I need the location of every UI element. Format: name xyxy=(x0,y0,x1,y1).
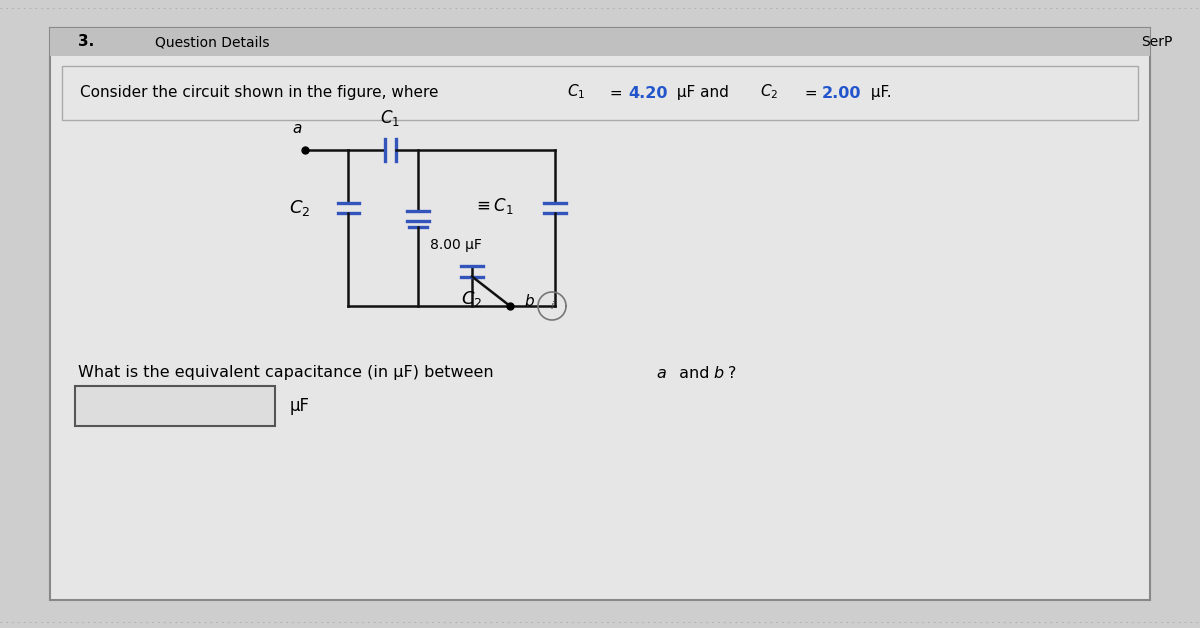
Text: What is the equivalent capacitance (in μF) between: What is the equivalent capacitance (in μ… xyxy=(78,365,499,381)
Text: 8.00 μF: 8.00 μF xyxy=(430,238,482,252)
Text: SerP: SerP xyxy=(1141,35,1172,49)
FancyBboxPatch shape xyxy=(50,28,1150,600)
Text: μF and: μF and xyxy=(672,85,733,100)
Text: 3.: 3. xyxy=(78,35,95,50)
Text: Question Details: Question Details xyxy=(155,35,270,49)
FancyBboxPatch shape xyxy=(50,28,1150,56)
Text: a: a xyxy=(656,365,666,381)
Text: =: = xyxy=(800,85,822,100)
Text: a: a xyxy=(293,121,301,136)
Text: and: and xyxy=(674,365,715,381)
Text: $C_2$: $C_2$ xyxy=(289,198,310,218)
FancyBboxPatch shape xyxy=(62,66,1138,120)
Text: i: i xyxy=(551,301,553,311)
FancyBboxPatch shape xyxy=(74,386,275,426)
Text: b: b xyxy=(713,365,724,381)
Text: 2.00: 2.00 xyxy=(822,85,862,100)
Text: b: b xyxy=(524,295,534,310)
Text: μF.: μF. xyxy=(866,85,892,100)
Text: 4.20: 4.20 xyxy=(628,85,667,100)
Text: Consider the circuit shown in the figure, where: Consider the circuit shown in the figure… xyxy=(80,85,443,100)
Text: $C_1$: $C_1$ xyxy=(568,83,586,101)
Text: $C_1$: $C_1$ xyxy=(380,108,400,128)
Text: =: = xyxy=(605,85,628,100)
Text: $C_2$: $C_2$ xyxy=(760,83,779,101)
Text: μF: μF xyxy=(290,397,310,415)
Text: ?: ? xyxy=(728,365,737,381)
Text: $C_2$: $C_2$ xyxy=(461,289,482,309)
Text: $\equiv C_1$: $\equiv C_1$ xyxy=(473,196,514,216)
